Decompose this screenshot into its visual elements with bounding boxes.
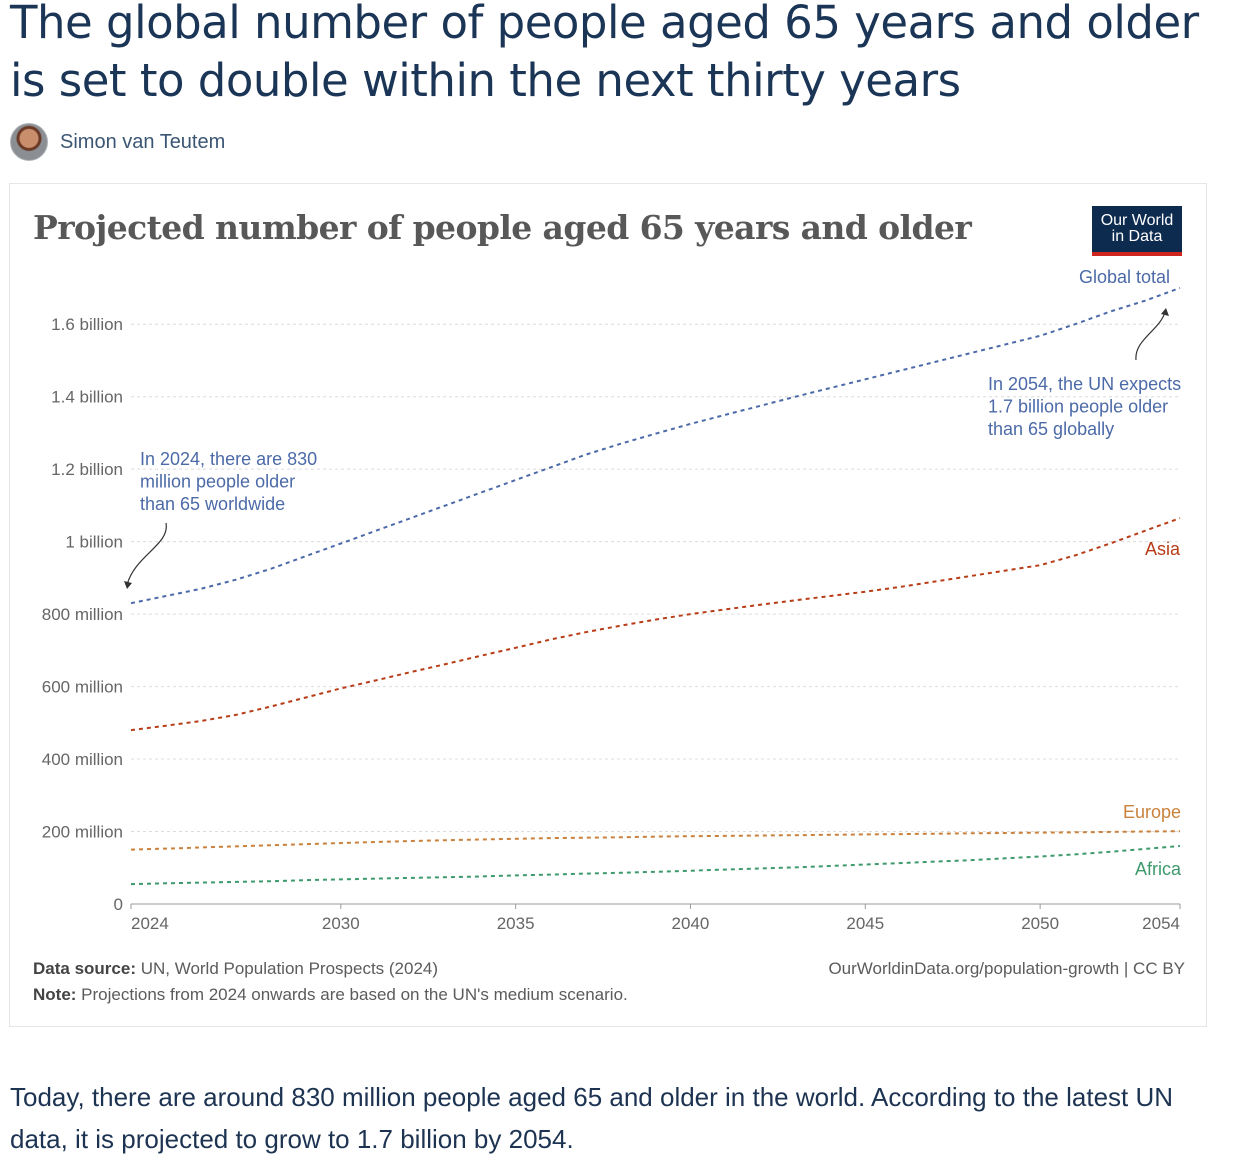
series-line-africa [130, 845, 1181, 886]
x-tick-label: 2035 [497, 914, 535, 933]
logo-line-2: in Data [1111, 228, 1163, 245]
author-byline[interactable]: Simon van Teutem [10, 123, 225, 161]
series-label: Africa [1135, 859, 1182, 879]
gridlines [131, 323, 1180, 833]
source-text: UN, World Population Prospects (2024) [135, 959, 439, 978]
logo-line-1: Our World [1100, 212, 1174, 229]
y-axis-ticks: 0 200 million 400 million 600 million 800 mi… [42, 315, 123, 914]
series-label: Global total [1079, 267, 1170, 287]
x-axis: 2024 2030 2035 2040 2045 2050 2054 [130, 903, 1181, 933]
arrowhead-icon [1161, 308, 1169, 316]
y-tick-label: 1 billion [65, 533, 123, 552]
y-tick-label: 400 million [42, 750, 123, 769]
annotation-text: than 65 globally [988, 419, 1114, 439]
y-tick-label: 1.4 billion [51, 388, 123, 407]
x-tick-label: 2040 [672, 914, 710, 933]
chart-title: Projected number of people aged 65 years… [33, 208, 972, 247]
data-source-block: Data source: UN, World Population Prospe… [33, 956, 628, 1008]
arrowhead-icon [124, 581, 132, 589]
y-tick-label: 600 million [42, 678, 123, 697]
series-line-europe [130, 830, 1181, 851]
article-headline: The global number of people aged 65 year… [10, 0, 1199, 107]
y-tick-label: 1.6 billion [51, 315, 123, 334]
annotation-text: 1.7 billion people older [988, 397, 1168, 417]
source-line: Data source: UN, World Population Prospe… [33, 956, 628, 982]
series-label: Asia [1145, 539, 1181, 559]
y-tick-label: 200 million [42, 823, 123, 842]
y-tick-label: 800 million [42, 605, 123, 624]
source-label: Data source: [33, 959, 136, 978]
chart-card [9, 183, 1207, 1027]
article-paragraph: Today, there are around 830 million peop… [10, 1082, 1174, 1154]
note-label: Note: [33, 985, 77, 1004]
annotations: In 2024, there are 830 million people old… [124, 308, 1181, 589]
annotation-text: than 65 worldwide [140, 494, 285, 514]
series-labels: Global total Asia Europe Africa [1079, 267, 1182, 879]
x-tick-label: 2045 [846, 914, 884, 933]
x-tick-label: 2030 [322, 914, 360, 933]
x-tick-label: 2050 [1021, 914, 1059, 933]
author-name[interactable]: Simon van Teutem [60, 130, 226, 153]
owid-logo[interactable]: Our World in Data [1092, 206, 1182, 256]
x-tick-label: 2054 [1142, 914, 1180, 933]
annotation-arrow [1135, 311, 1166, 361]
author-avatar[interactable] [10, 123, 48, 161]
credit-link[interactable]: OurWorldinData.org/population-growth | C… [828, 959, 1185, 978]
series-lines [130, 287, 1181, 886]
annotation-arrow [126, 522, 167, 586]
series-label: Europe [1123, 802, 1181, 822]
annotation-text: million people older [140, 472, 295, 492]
x-tick-label: 2024 [131, 914, 169, 933]
y-tick-label: 0 [114, 895, 123, 914]
note-text: Projections from 2024 onwards are based … [76, 985, 628, 1004]
series-line-asia [130, 517, 1181, 732]
series-line-global-total [130, 287, 1181, 605]
annotation-text: In 2024, there are 830 [140, 449, 317, 469]
annotation-text: In 2054, the UN expects [988, 374, 1181, 394]
y-tick-label: 1.2 billion [51, 460, 123, 479]
note-line: Note: Projections from 2024 onwards are … [33, 982, 628, 1008]
